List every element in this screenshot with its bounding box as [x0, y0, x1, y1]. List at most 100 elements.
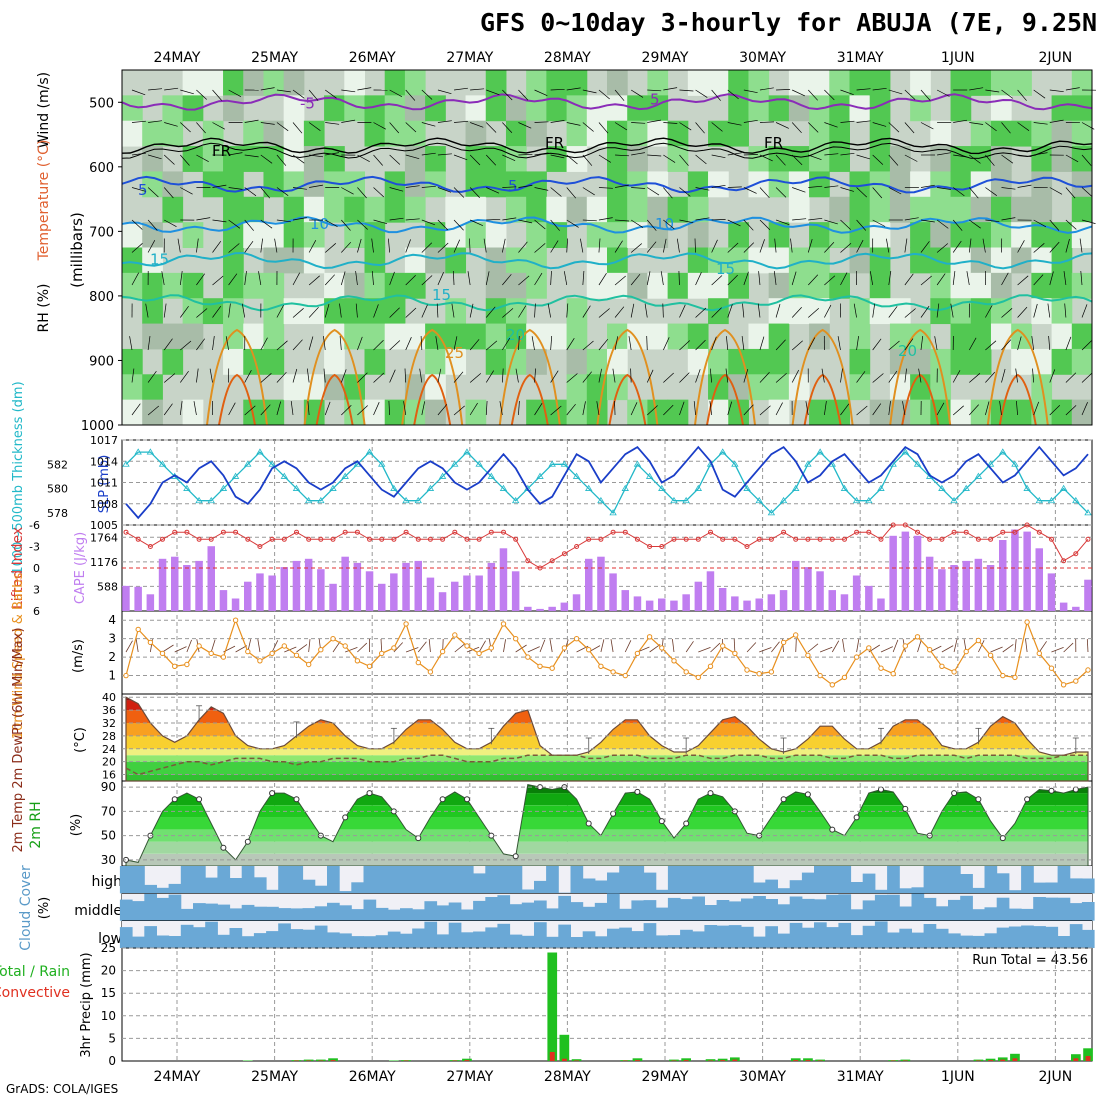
isotherm-25 — [889, 328, 952, 426]
wind-barb — [518, 275, 530, 286]
rh-contour-cell — [910, 323, 931, 350]
cloud-cell — [911, 932, 925, 948]
wind-barb — [515, 368, 519, 383]
cloud-cell — [278, 866, 291, 894]
thickness-point — [962, 484, 970, 491]
rh-contour-cell — [930, 272, 952, 299]
cloud-cell — [205, 921, 218, 948]
rh-contour-cell — [708, 374, 729, 401]
wind-barb — [1001, 187, 1016, 190]
cloud-cell — [229, 878, 243, 894]
cape-bar — [925, 556, 934, 611]
cloud-cell — [1021, 925, 1034, 948]
rh-contour-cell — [465, 399, 487, 426]
cape-bar — [828, 590, 836, 611]
wind-speed-point — [987, 652, 994, 658]
rh-contour-cell — [889, 323, 911, 350]
wind-barb — [582, 122, 594, 132]
li-point — [610, 529, 616, 535]
rh-contour-cell — [505, 272, 527, 299]
rh-contour-cell — [485, 298, 507, 325]
wind-barb — [1033, 89, 1046, 99]
rh-contour-cell — [303, 222, 325, 248]
rh-contour-cell — [566, 120, 588, 147]
cloud-cell — [704, 905, 718, 921]
temp-units: (°C) — [73, 727, 88, 753]
wind-barb — [663, 404, 674, 416]
cloud-cell — [387, 909, 401, 921]
thickness-point — [438, 472, 447, 479]
rh-contour-cell — [243, 272, 264, 299]
rh-contour-cell — [364, 247, 386, 274]
wind-barb — [308, 240, 317, 253]
wind-barb — [566, 87, 581, 91]
rh-contour-cell — [910, 171, 931, 198]
cape-bar — [889, 535, 897, 611]
rh-point — [878, 786, 884, 793]
cloud-cell — [339, 905, 352, 921]
rh-contour-cell — [930, 146, 952, 172]
cloud-cell — [509, 866, 523, 894]
wind-barb — [470, 122, 484, 128]
wind-barb — [452, 270, 455, 286]
wind-barb — [550, 335, 553, 351]
thickness-point — [244, 460, 252, 467]
rh-point — [951, 790, 958, 797]
rh-contour-cell — [546, 70, 568, 96]
wind-barb — [888, 340, 900, 351]
rh-contour-cell — [849, 196, 871, 223]
rh-contour-cell — [182, 399, 204, 426]
wind-barb-10m — [454, 643, 466, 653]
rh-contour-cell — [465, 120, 487, 147]
wind-barb — [355, 303, 358, 318]
rh-contour-cell — [485, 323, 507, 350]
thickness-point — [304, 496, 313, 504]
wind-speed-point — [549, 665, 555, 671]
li-point — [647, 544, 653, 549]
wind-barb — [630, 273, 641, 286]
wind-barb — [743, 89, 758, 94]
rh-contour-cell — [788, 70, 810, 96]
cloud-cell — [655, 935, 669, 948]
thickness-point — [378, 460, 386, 467]
li-point — [294, 529, 299, 535]
wind-barb — [550, 219, 560, 231]
wind-barb — [920, 305, 930, 318]
cloud-cell — [741, 866, 754, 894]
wind-barb — [437, 368, 442, 383]
wind-barb — [1081, 402, 1088, 416]
precip-total-bar — [1071, 1054, 1081, 1061]
wind-barb — [454, 120, 469, 123]
rh-contour-cell — [263, 146, 285, 172]
wind-speed-point — [768, 669, 775, 675]
wind-barb-10m — [624, 640, 632, 653]
wind-barb — [743, 242, 755, 253]
precip-conv-bar — [817, 1060, 823, 1061]
wind-barb — [244, 119, 259, 123]
cloud-cell — [521, 935, 535, 948]
wind-barb — [824, 89, 835, 101]
wind-barb — [888, 187, 902, 195]
wind-barb — [373, 219, 388, 225]
rh-contour-cell — [990, 196, 1012, 223]
cloud-cell — [144, 884, 157, 894]
wind-barb — [872, 303, 876, 318]
li-point — [184, 529, 190, 535]
wind-barb-10m — [1038, 641, 1047, 653]
thickness-point — [329, 484, 337, 491]
li-point — [367, 536, 372, 542]
wind-barb — [421, 89, 433, 100]
temp-band — [126, 755, 1088, 762]
wind-barb — [808, 217, 823, 221]
slp-tick-label: 1008 — [90, 498, 118, 511]
rh-contour-cell — [526, 222, 547, 248]
rh-point — [269, 790, 276, 797]
wind-speed-point — [318, 647, 324, 653]
li-point — [220, 529, 226, 535]
wind-barb-10m — [135, 639, 139, 653]
wind-barb — [1015, 368, 1018, 383]
rh-contour-cell — [1031, 171, 1053, 198]
wind-barb — [469, 373, 482, 383]
isotherm-label: FR — [212, 142, 231, 160]
wind-barb — [308, 122, 321, 131]
